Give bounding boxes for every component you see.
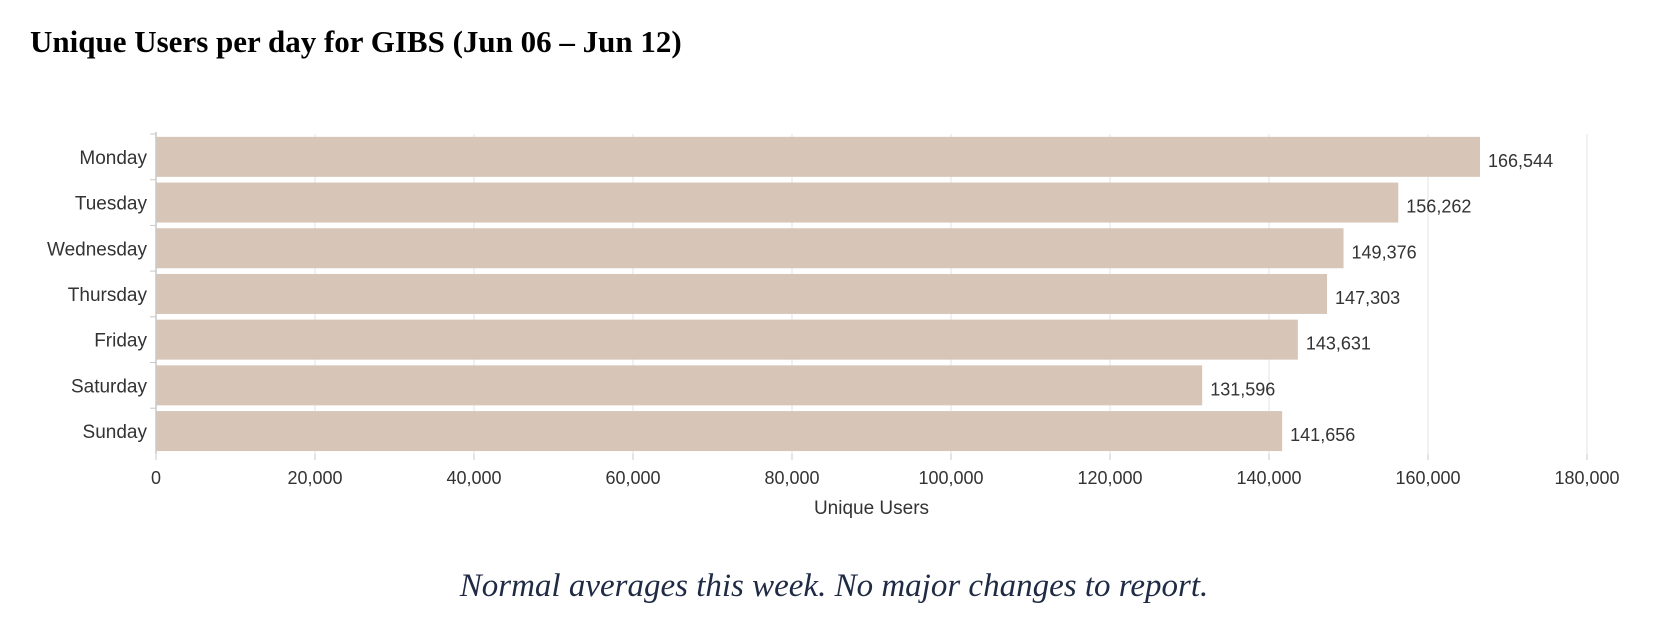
y-category-label: Tuesday: [75, 194, 148, 215]
bar-value-label: 156,262: [1406, 197, 1471, 217]
y-category-label: Sunday: [83, 422, 148, 443]
x-tick-label: 40,000: [446, 468, 501, 488]
axes: [150, 132, 1588, 460]
bar-saturday: [156, 365, 1203, 406]
y-category-label: Friday: [94, 331, 147, 352]
x-axis-title: Unique Users: [814, 498, 929, 519]
labels: 0 20,000 40,000 60,000 80,000 100,000 120,000 1…: [47, 148, 1620, 488]
x-tick-label: 160,000: [1395, 468, 1460, 488]
report-title: Unique Users per day for GIBS (Jun 06 – …: [30, 24, 682, 59]
x-tick-label: 100,000: [918, 468, 983, 488]
bar-value-label: 143,631: [1306, 334, 1371, 354]
bar-monday: [156, 136, 1481, 177]
y-category-label: Saturday: [71, 376, 148, 397]
bar-value-label: 131,596: [1210, 379, 1275, 399]
bar-thursday: [156, 273, 1328, 314]
bar-value-label: 141,656: [1290, 425, 1355, 445]
y-category-label: Thursday: [68, 285, 148, 306]
x-tick-label: 60,000: [605, 468, 660, 488]
x-tick-label: 120,000: [1077, 468, 1142, 488]
bar-sunday: [156, 411, 1283, 452]
x-tick-label: 80,000: [764, 468, 819, 488]
bars: [156, 136, 1481, 452]
y-category-label: Wednesday: [47, 239, 147, 260]
bar-value-label: 166,544: [1488, 151, 1553, 171]
y-category-label: Monday: [79, 148, 147, 169]
bar-value-label: 147,303: [1335, 288, 1400, 308]
bar-tuesday: [156, 182, 1399, 223]
x-tick-label: 0: [151, 468, 161, 488]
x-tick-label: 180,000: [1554, 468, 1619, 488]
x-tick-label: 140,000: [1236, 468, 1301, 488]
bar-friday: [156, 319, 1298, 360]
x-tick-label: 20,000: [287, 468, 342, 488]
report-note: Normal averages this week. No major chan…: [459, 568, 1209, 604]
bar-wednesday: [156, 228, 1344, 269]
bar-value-label: 149,376: [1352, 242, 1417, 262]
